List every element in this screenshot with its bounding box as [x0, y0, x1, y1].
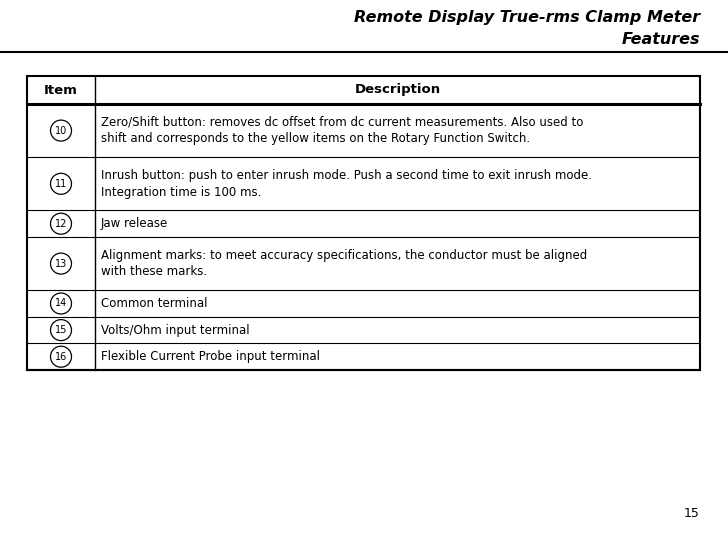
Text: 16: 16 [55, 352, 67, 362]
Text: Volts/Ohm input terminal: Volts/Ohm input terminal [101, 324, 250, 337]
Text: Features: Features [622, 32, 700, 47]
Text: 10: 10 [55, 126, 67, 135]
Text: Jaw release: Jaw release [101, 217, 168, 230]
Text: 14: 14 [55, 298, 67, 309]
Text: 13: 13 [55, 259, 67, 269]
Text: Description: Description [355, 84, 440, 96]
Text: Alignment marks: to meet accuracy specifications, the conductor must be aligned
: Alignment marks: to meet accuracy specif… [101, 249, 587, 278]
Text: Common terminal: Common terminal [101, 297, 207, 310]
Text: 15: 15 [55, 325, 67, 335]
Text: Inrush button: push to enter inrush mode. Push a second time to exit inrush mode: Inrush button: push to enter inrush mode… [101, 169, 592, 199]
Text: Item: Item [44, 84, 78, 96]
Text: Flexible Current Probe input terminal: Flexible Current Probe input terminal [101, 350, 320, 363]
Text: Zero/Shift button: removes dc offset from dc current measurements. Also used to
: Zero/Shift button: removes dc offset fro… [101, 116, 583, 146]
Text: 15: 15 [684, 507, 700, 520]
Text: Remote Display True-rms Clamp Meter: Remote Display True-rms Clamp Meter [354, 10, 700, 25]
Bar [27, 76, 700, 370]
Text: 11: 11 [55, 179, 67, 189]
Text: 12: 12 [55, 219, 67, 229]
